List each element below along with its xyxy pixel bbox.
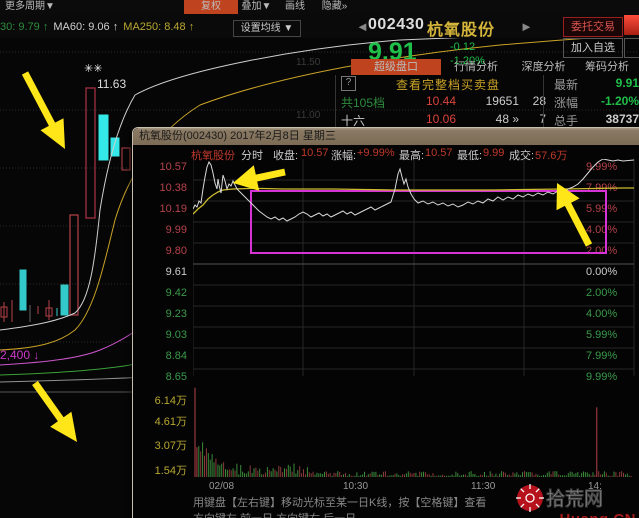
svg-text:拾荒网: 拾荒网 [546, 487, 603, 510]
svg-text:11.63: 11.63 [97, 77, 126, 91]
